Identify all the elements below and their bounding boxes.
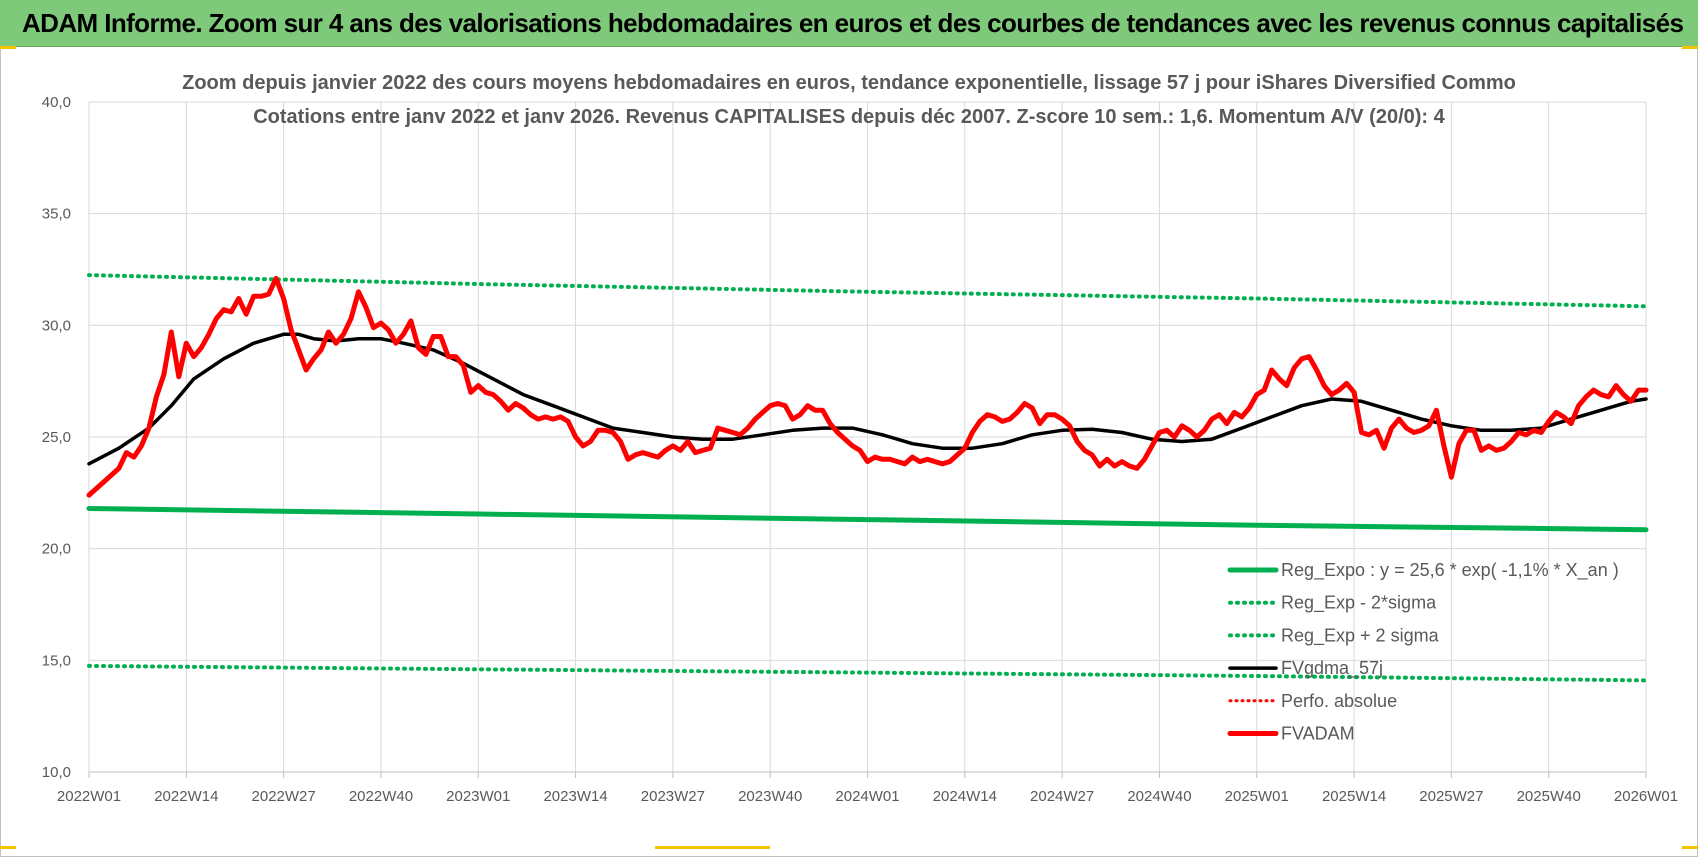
legend-label: FVgdma_57j bbox=[1281, 658, 1383, 679]
x-tick-label: 2022W27 bbox=[252, 788, 316, 805]
y-tick-label: 20,0 bbox=[42, 541, 71, 558]
x-tick-label: 2022W14 bbox=[154, 788, 218, 805]
axis-layer: 10,0 15,0 20,0 25,0 30,0 35,0 40,0 2022W01 2022W… bbox=[42, 94, 1678, 805]
y-tick-label: 35,0 bbox=[42, 206, 71, 223]
x-tick-label: 2025W14 bbox=[1322, 788, 1386, 805]
series-layer bbox=[86, 273, 1649, 683]
corner-mark-top-left bbox=[0, 46, 16, 49]
x-tick-label: 2025W01 bbox=[1225, 788, 1289, 805]
legend-label: FVADAM bbox=[1281, 724, 1355, 744]
corner-mark-bottom-left bbox=[0, 846, 16, 849]
legend-label: Reg_Exp + 2 sigma bbox=[1281, 625, 1440, 646]
x-tick-label: 2022W01 bbox=[57, 788, 121, 805]
chart-title-line-2: Cotations entre janv 2022 et janv 2026. … bbox=[253, 106, 1445, 128]
x-tick-label: 2026W01 bbox=[1614, 788, 1678, 805]
x-tick-label: 2025W40 bbox=[1517, 788, 1581, 805]
legend-layer: Reg_Expo : y = 25,6 * exp( -1,1% * X_an … bbox=[1227, 560, 1619, 744]
x-tick-label: 2024W40 bbox=[1127, 788, 1191, 805]
y-tick-label: 10,0 bbox=[42, 764, 71, 781]
legend-label: Reg_Exp - 2*sigma bbox=[1281, 593, 1437, 614]
x-tick-label: 2024W01 bbox=[835, 788, 899, 805]
chart-title-line-1: Zoom depuis janvier 2022 des cours moyen… bbox=[182, 72, 1516, 94]
series-reg-expo bbox=[86, 506, 1649, 533]
corner-mark-bottom-right bbox=[1682, 846, 1698, 849]
header-banner: ADAM Informe. Zoom sur 4 ans des valoris… bbox=[0, 0, 1698, 47]
x-tick-label: 2024W14 bbox=[933, 788, 997, 805]
x-tick-label: 2024W27 bbox=[1030, 788, 1094, 805]
corner-mark-bottom-center bbox=[655, 846, 770, 849]
y-tick-label: 15,0 bbox=[42, 652, 71, 669]
x-tick-label: 2023W14 bbox=[543, 788, 607, 805]
x-tick-label: 2023W01 bbox=[446, 788, 510, 805]
legend-label: Perfo. absolue bbox=[1281, 691, 1397, 711]
x-tick-label: 2023W27 bbox=[641, 788, 705, 805]
x-tick-label: 2025W27 bbox=[1419, 788, 1483, 805]
y-tick-label: 25,0 bbox=[42, 429, 71, 446]
header-title: ADAM Informe. Zoom sur 4 ans des valoris… bbox=[22, 8, 1684, 38]
y-tick-label: 40,0 bbox=[42, 94, 71, 111]
x-tick-label: 2023W40 bbox=[738, 788, 802, 805]
legend-label: Reg_Expo : y = 25,6 * exp( -1,1% * X_an … bbox=[1281, 560, 1619, 581]
series-reg-plus-2sigma bbox=[87, 273, 1648, 309]
series-reg-minus-2sigma bbox=[87, 663, 1648, 683]
series-fvgdma-57j bbox=[87, 332, 1648, 466]
x-tick-label: 2022W40 bbox=[349, 788, 413, 805]
series-fvadam bbox=[86, 275, 1649, 498]
y-tick-label: 30,0 bbox=[42, 317, 71, 334]
corner-mark-top-right bbox=[1682, 46, 1698, 49]
